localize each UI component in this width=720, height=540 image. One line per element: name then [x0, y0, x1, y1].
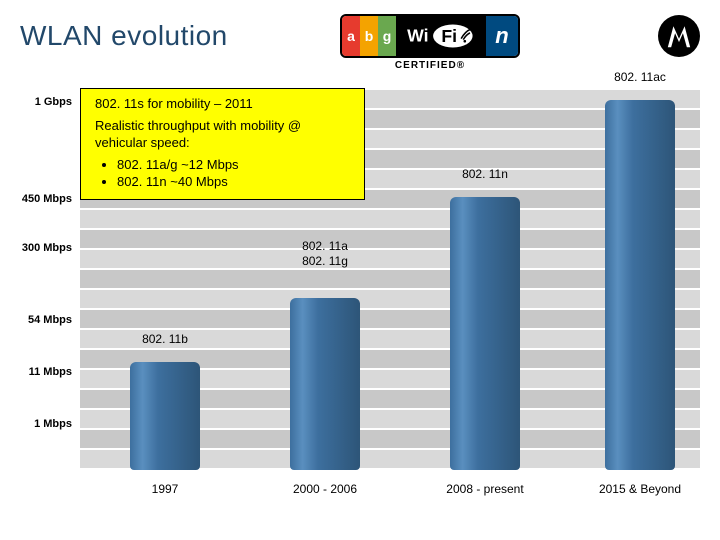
y-axis-label: 54 Mbps — [10, 314, 72, 326]
wifi-badge-top: a b g Wi Fi n — [340, 14, 520, 58]
bar-top-label: 802. 11b — [105, 332, 225, 346]
slide: WLAN evolution a b g Wi Fi — [0, 0, 720, 540]
bar-top-label: 802. 11a802. 11g — [265, 239, 385, 268]
callout-bullets: 802. 11a/g ~12 Mbps 802. 11n ~40 Mbps — [95, 156, 350, 191]
wifi-letter-n: n — [486, 16, 518, 56]
wifi-letter-g: g — [378, 16, 396, 56]
wifi-abg-group: a b g — [342, 16, 396, 56]
chart-bar — [605, 100, 675, 470]
x-axis-label: 1997 — [95, 482, 235, 496]
wifi-logo-icon: Wi Fi — [396, 16, 486, 56]
wifi-certified-text: CERTIFIED® — [340, 60, 520, 71]
x-axis-label: 2015 & Beyond — [570, 482, 710, 496]
callout-bullet: 802. 11n ~40 Mbps — [117, 173, 350, 191]
motorola-m-icon — [665, 22, 693, 50]
x-axis-label: 2008 - present — [415, 482, 555, 496]
bar-top-label: 802. 11n — [425, 167, 545, 181]
x-axis-label: 2000 - 2006 — [255, 482, 395, 496]
y-axis-label: 450 Mbps — [10, 193, 72, 205]
wifi-letter-b: b — [360, 16, 378, 56]
chart-bar — [130, 362, 200, 470]
callout-subtitle: Realistic throughput with mobility @ veh… — [95, 117, 350, 152]
y-axis-label: 1 Gbps — [10, 96, 72, 108]
mobility-callout: 802. 11s for mobility – 2011 Realistic t… — [80, 88, 365, 200]
bar-top-label: 802. 11ac — [580, 70, 700, 84]
callout-bullet: 802. 11a/g ~12 Mbps — [117, 156, 350, 174]
y-axis-label: 300 Mbps — [10, 242, 72, 254]
chart-bar — [290, 298, 360, 470]
chart-bar — [450, 197, 520, 470]
motorola-logo-icon — [658, 15, 700, 57]
page-title: WLAN evolution — [20, 20, 228, 52]
callout-title: 802. 11s for mobility – 2011 — [95, 95, 350, 113]
wifi-letter-a: a — [342, 16, 360, 56]
y-axis-label: 11 Mbps — [10, 366, 72, 378]
svg-text:Wi: Wi — [407, 26, 428, 46]
wifi-certified-badge: a b g Wi Fi n CERTIFIED® — [340, 14, 520, 84]
y-axis-label: 1 Mbps — [10, 418, 72, 430]
svg-text:Fi: Fi — [441, 26, 457, 46]
